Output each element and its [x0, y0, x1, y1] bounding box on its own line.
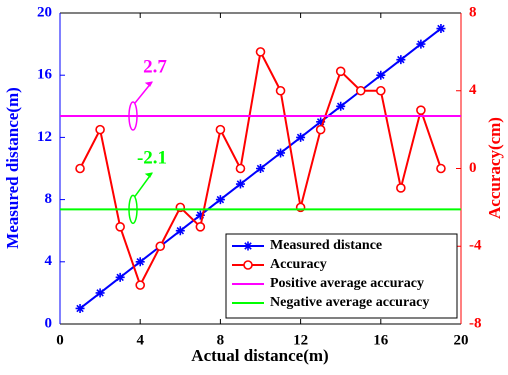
legend-label: Accuracy: [270, 257, 327, 272]
point-marker: [155, 241, 166, 252]
point-marker: [396, 183, 406, 193]
point-marker: [175, 226, 185, 236]
legend-marker: [243, 260, 253, 270]
legend-entry: Positive average accuracy: [232, 276, 424, 291]
point-marker: [115, 272, 125, 282]
legend-label: Measured distance: [270, 238, 382, 253]
point-marker: [75, 303, 85, 313]
point-marker: [376, 70, 386, 80]
x-tick-label: 16: [373, 332, 389, 348]
y2-tick-label: -8: [469, 315, 482, 331]
y-tick-label: 12: [37, 129, 52, 145]
y-tick-label: 20: [37, 4, 52, 20]
x-axis-label: Actual distance(m): [191, 346, 328, 365]
point-marker: [95, 288, 105, 298]
legend-entry: Measured distance: [232, 238, 382, 253]
point-marker: [375, 85, 386, 96]
annotation-ellipse: [128, 101, 138, 131]
point-marker: [195, 210, 205, 220]
point-marker: [436, 24, 446, 34]
x-tick-label: 4: [136, 332, 144, 348]
point-marker: [276, 148, 286, 158]
annotation-ellipse: [128, 194, 138, 225]
y-tick-label: 8: [45, 191, 53, 207]
point-marker: [256, 164, 265, 173]
point-marker: [316, 117, 326, 127]
point-marker: [296, 132, 306, 142]
point-marker: [416, 105, 426, 115]
x-tick-label: 0: [56, 332, 64, 348]
x-tick-label: 8: [217, 332, 225, 348]
point-marker: [215, 124, 226, 135]
point-marker: [396, 55, 406, 65]
annotation-arrowhead: [144, 81, 153, 87]
legend-box: [225, 233, 458, 319]
y2-tick-label: 0: [469, 160, 477, 176]
y2-tick-label: -4: [469, 238, 482, 254]
y-tick-label: 4: [45, 253, 53, 269]
x-tick-label: 20: [454, 332, 469, 348]
y-axis-label: Measured distance(m): [3, 87, 22, 249]
point-marker: [315, 124, 326, 135]
y-tick-label: 16: [37, 67, 53, 83]
x-tick-label: 12: [293, 332, 308, 348]
point-marker: [75, 163, 85, 174]
legend-label: Negative average accuracy: [270, 295, 429, 310]
annotation: 2.7: [143, 56, 167, 77]
annotation-arrowhead: [144, 172, 153, 178]
legend-entry: Negative average accuracy: [232, 295, 429, 310]
point-marker: [436, 163, 446, 174]
point-marker: [336, 101, 346, 111]
point-marker: [95, 124, 105, 135]
y-tick-label: 0: [45, 315, 53, 331]
point-marker: [416, 39, 426, 49]
y2-tick-label: 8: [469, 4, 477, 20]
point-marker: [215, 195, 225, 205]
point-marker: [275, 85, 286, 96]
point-marker: [135, 280, 145, 290]
legend-label: Positive average accuracy: [270, 276, 424, 291]
point-marker: [355, 85, 366, 96]
legend-entry: Accuracy: [232, 257, 327, 272]
legend-marker: [243, 241, 253, 251]
y2-tick-label: 4: [469, 82, 477, 98]
annotation: -2.1: [137, 147, 167, 168]
point-marker: [115, 222, 125, 232]
point-marker: [255, 47, 266, 57]
point-marker: [335, 66, 346, 77]
point-marker: [235, 163, 246, 174]
point-marker: [195, 222, 206, 232]
point-marker: [235, 179, 245, 189]
point-marker: [135, 257, 145, 267]
y2-axis-label: Accuracy(cm): [485, 117, 504, 219]
